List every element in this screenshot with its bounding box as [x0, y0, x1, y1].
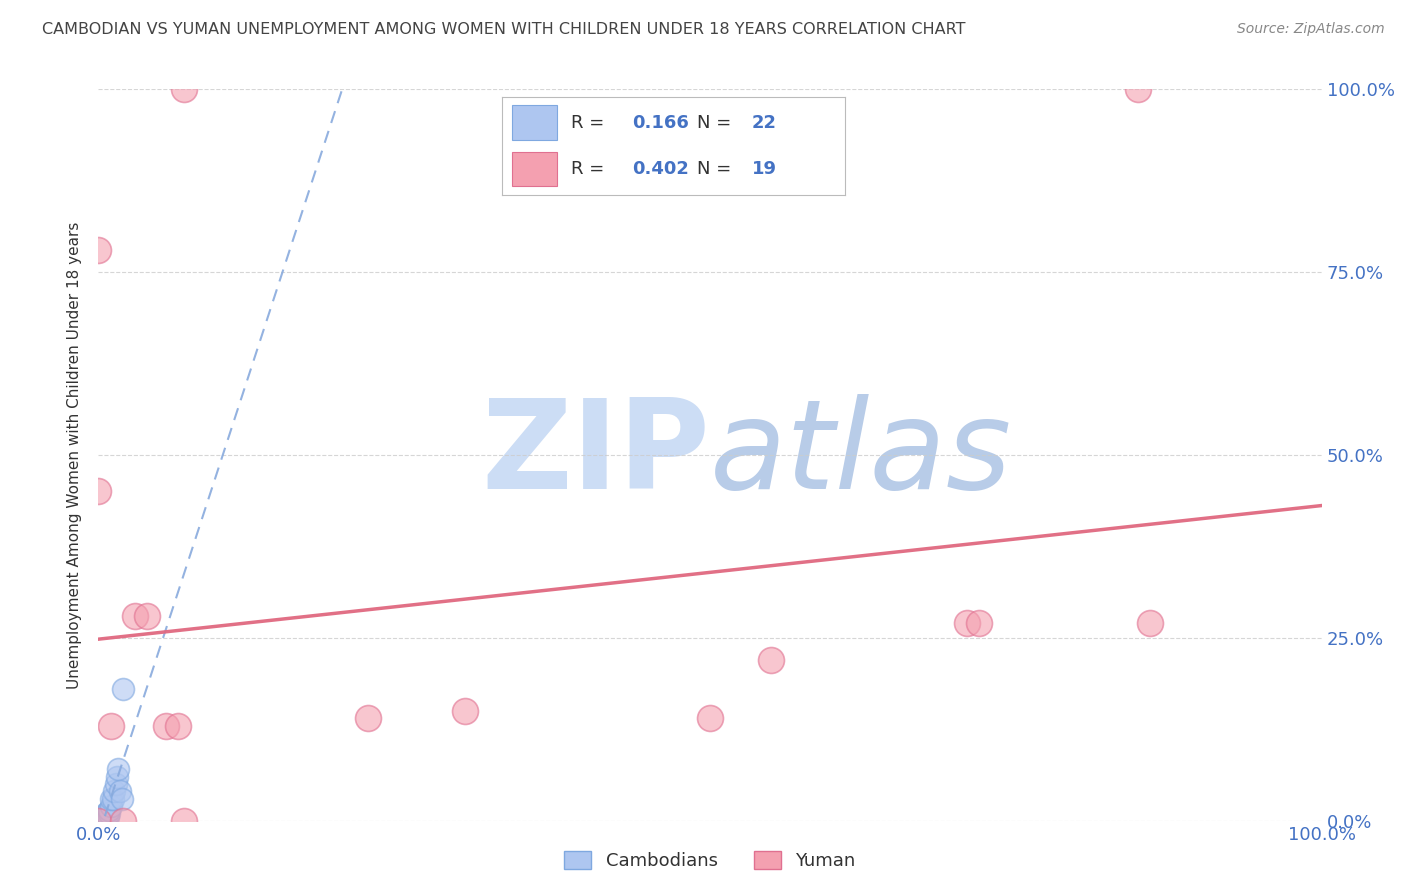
- Point: [87, 243, 110, 257]
- Point: [97, 810, 120, 824]
- Point: [98, 803, 121, 817]
- Point: [91, 814, 114, 828]
- Point: [87, 814, 110, 828]
- Point: [124, 608, 146, 623]
- Point: [454, 704, 477, 718]
- Point: [87, 814, 110, 828]
- Point: [91, 814, 114, 828]
- Text: atlas: atlas: [710, 394, 1012, 516]
- Text: ZIP: ZIP: [481, 394, 710, 516]
- Point: [93, 814, 115, 828]
- Point: [110, 784, 132, 798]
- Legend: Cambodians, Yuman: Cambodians, Yuman: [557, 844, 863, 878]
- Point: [167, 718, 190, 732]
- Point: [111, 814, 134, 828]
- Point: [105, 770, 128, 784]
- Point: [136, 608, 159, 623]
- Point: [87, 814, 110, 828]
- Point: [111, 791, 134, 805]
- Y-axis label: Unemployment Among Women with Children Under 18 years: Unemployment Among Women with Children U…: [67, 221, 83, 689]
- Point: [356, 711, 378, 725]
- Point: [94, 810, 117, 824]
- Point: [100, 799, 122, 814]
- Text: CAMBODIAN VS YUMAN UNEMPLOYMENT AMONG WOMEN WITH CHILDREN UNDER 18 YEARS CORRELA: CAMBODIAN VS YUMAN UNEMPLOYMENT AMONG WO…: [42, 22, 966, 37]
- Point: [100, 718, 122, 732]
- Point: [956, 616, 979, 631]
- Point: [699, 711, 721, 725]
- Point: [98, 806, 121, 821]
- Point: [100, 791, 122, 805]
- Point: [761, 653, 783, 667]
- Point: [104, 777, 127, 791]
- Point: [111, 681, 134, 696]
- Point: [967, 616, 990, 631]
- Point: [1139, 616, 1161, 631]
- Point: [101, 791, 124, 805]
- Point: [93, 810, 115, 824]
- Point: [1128, 82, 1150, 96]
- Point: [103, 784, 125, 798]
- Text: Source: ZipAtlas.com: Source: ZipAtlas.com: [1237, 22, 1385, 37]
- Point: [87, 484, 110, 499]
- Point: [94, 806, 117, 821]
- Point: [155, 718, 177, 732]
- Point: [173, 814, 195, 828]
- Point: [173, 82, 195, 96]
- Point: [107, 763, 129, 777]
- Point: [96, 806, 118, 821]
